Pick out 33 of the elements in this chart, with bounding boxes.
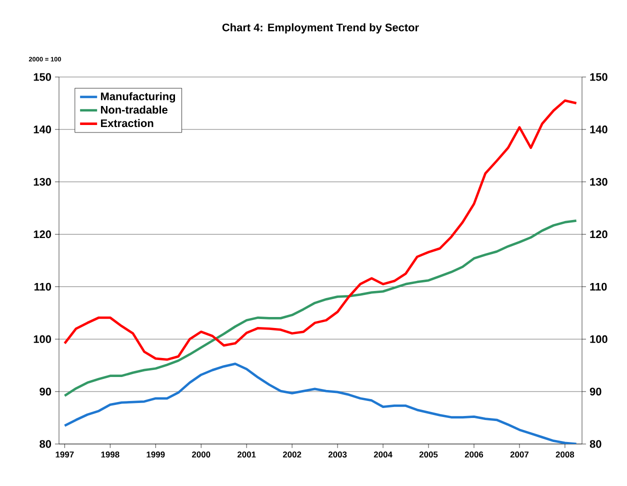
x-tick-label: 2008 [556, 452, 574, 458]
y2-tick-label: 90 [590, 388, 602, 396]
y-tick-label: 90 [40, 388, 52, 396]
y2-tick-label: 120 [590, 230, 608, 238]
legend-label: Extraction [101, 119, 154, 128]
y2-tick-label: 100 [590, 335, 608, 344]
x-tick-label: 2003 [328, 452, 347, 458]
x-tick-label: 2005 [419, 452, 438, 458]
y-tick-label: 80 [40, 440, 52, 448]
chart-title: Chart 4: Employment Trend by Sector [222, 23, 419, 34]
y-tick-label: 100 [34, 335, 52, 344]
y-tick-label: 150 [34, 73, 52, 81]
y-tick-label: 140 [34, 126, 52, 134]
x-tick-label: 2004 [374, 452, 392, 458]
y-tick-label: 110 [34, 282, 52, 291]
legend-label: Non-tradable [101, 106, 168, 114]
y2-tick-label: 140 [590, 126, 608, 134]
x-tick-label: 2002 [282, 452, 302, 458]
line-series [63, 362, 578, 444]
y2-tick-label: 130 [590, 178, 608, 186]
x-tick-label: 2001 [237, 452, 256, 458]
x-tick-label: 2000 [192, 452, 210, 458]
x-tick-label: 1999 [146, 452, 165, 458]
y-tick-label: 120 [34, 230, 52, 238]
y-tick-label: 130 [34, 178, 52, 186]
y2-tick-label: 110 [590, 282, 607, 291]
x-tick-label: 1997 [56, 452, 74, 458]
legend-label: Manufacturing [101, 92, 176, 102]
x-tick-label: 2007 [510, 452, 529, 458]
y2-tick-label: 150 [590, 73, 608, 81]
x-tick-label: 1998 [101, 452, 120, 458]
y2-tick-label: 80 [590, 440, 602, 448]
x-tick-label: 2006 [464, 452, 484, 458]
